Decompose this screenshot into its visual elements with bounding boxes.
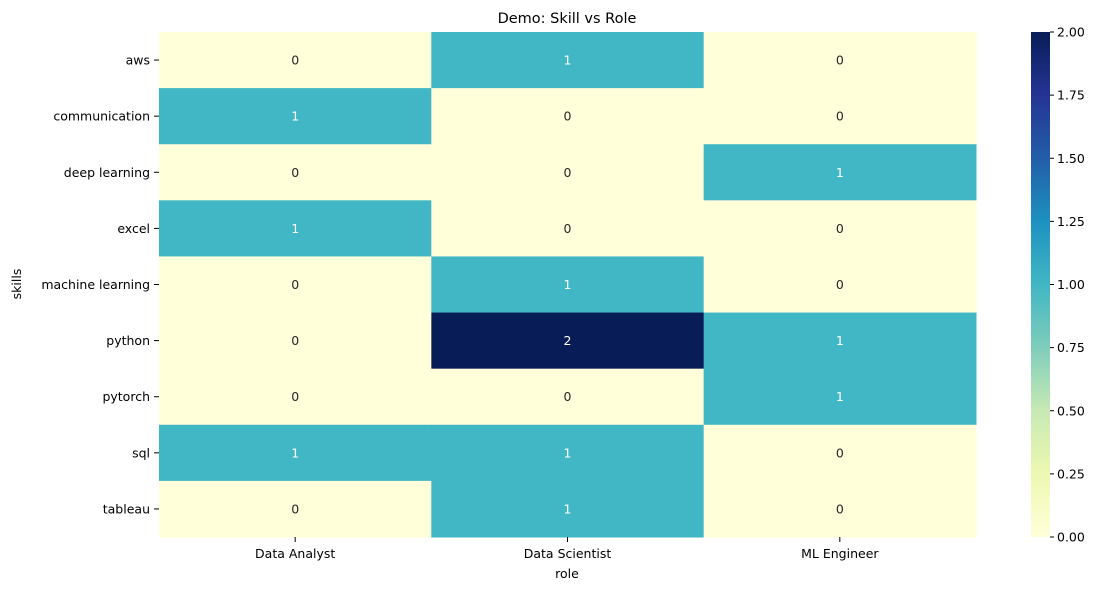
cell-value-label: 0 [291,277,299,292]
cell-value-label: 1 [564,277,572,292]
chart-title: Demo: Skill vs Role [498,11,637,27]
heatmap-cell [703,312,977,370]
heatmap-cell [431,144,705,201]
cell-value-label: 0 [564,165,572,180]
cell-value-label: 1 [291,109,299,124]
heatmap-cells: 0 1 0 1 0 0 0 0 1 1 0 0 0 1 0 0 2 1 0 0 1 1 1 0 0 1 0 [159,32,977,538]
colorbar-tick-label: 2.00 [1057,25,1085,40]
cell-value-label: 0 [564,109,572,124]
heatmap-cell [159,200,432,257]
colorbar-tick-label: 1.75 [1057,88,1085,103]
y-tick-label: aws [126,53,150,68]
cell-value-label: 0 [836,277,844,292]
heatmap-cell [431,312,705,370]
cell-value-label: 0 [836,221,844,236]
cell-value-label: 1 [836,333,844,348]
cell-value-label: 2 [564,333,572,348]
colorbar-tick-label: 0.75 [1057,340,1085,355]
heatmap-cell [703,88,977,145]
x-axis-label: role [555,566,579,581]
x-tick-label: ML Engineer [801,546,879,561]
y-tick-label: machine learning [41,277,150,292]
heatmap-cell [159,368,432,426]
y-tick-label: deep learning [64,165,150,180]
cell-value-label: 1 [564,501,572,516]
colorbar-tick-label: 1.00 [1057,277,1085,292]
heatmap-cell [431,200,705,257]
heatmap-cell [159,32,432,89]
cell-value-label: 1 [836,165,844,180]
cell-value-label: 0 [836,445,844,460]
cell-value-label: 0 [291,333,299,348]
heatmap-cell [159,144,432,201]
cell-value-label: 0 [564,389,572,404]
cell-value-label: 1 [836,389,844,404]
x-tick-label: Data Scientist [524,546,612,561]
heatmap-cell [703,200,977,257]
x-axis: Data Analyst Data Scientist ML Engineer [255,537,879,561]
heatmap-cell [159,424,432,482]
heatmap-cell [431,88,705,145]
heatmap-cell [431,480,705,538]
cell-value-label: 0 [836,53,844,68]
colorbar-ticks: 0.00 0.25 0.50 0.75 1.00 1.25 1.50 1.75 2.00 [1050,25,1085,545]
heatmap-cell [159,256,432,314]
heatmap-cell [431,368,705,426]
colorbar-tick-label: 0.00 [1057,530,1085,545]
cell-value-label: 0 [291,501,299,516]
colorbar-tick-label: 1.50 [1057,151,1085,166]
heatmap-cell [431,256,705,314]
heatmap-cell [159,88,432,145]
y-tick-label: communication [53,109,150,124]
y-axis-label: skills [9,269,24,300]
colorbar [1031,32,1050,537]
cell-value-label: 1 [564,445,572,460]
heatmap-cell [431,424,705,482]
y-tick-label: sql [132,445,150,460]
cell-value-label: 1 [564,53,572,68]
y-axis: aws communication deep learning excel machin… [41,53,159,516]
y-tick-label: pytorch [102,389,150,404]
colorbar-tick-label: 1.25 [1057,214,1085,229]
cell-value-label: 0 [564,221,572,236]
cell-value-label: 0 [291,389,299,404]
y-tick-label: python [106,333,150,348]
heatmap-cell [159,312,432,370]
heatmap-cell [703,256,977,314]
cell-value-label: 0 [836,501,844,516]
heatmap-cell [703,32,977,89]
heatmap-cell [431,32,705,89]
y-tick-label: excel [117,221,150,236]
colorbar-tick-label: 0.25 [1057,466,1085,481]
cell-value-label: 0 [291,165,299,180]
cell-value-label: 0 [836,109,844,124]
y-tick-label: tableau [103,501,150,516]
heatmap-cell [703,480,977,538]
colorbar-tick-label: 0.50 [1057,403,1085,418]
heatmap-cell [703,424,977,482]
cell-value-label: 1 [291,221,299,236]
heatmap-cell [703,144,977,201]
x-tick-label: Data Analyst [255,546,335,561]
cell-value-label: 0 [291,53,299,68]
heatmap-cell [703,368,977,426]
heatmap-cell [159,480,432,538]
cell-value-label: 1 [291,445,299,460]
